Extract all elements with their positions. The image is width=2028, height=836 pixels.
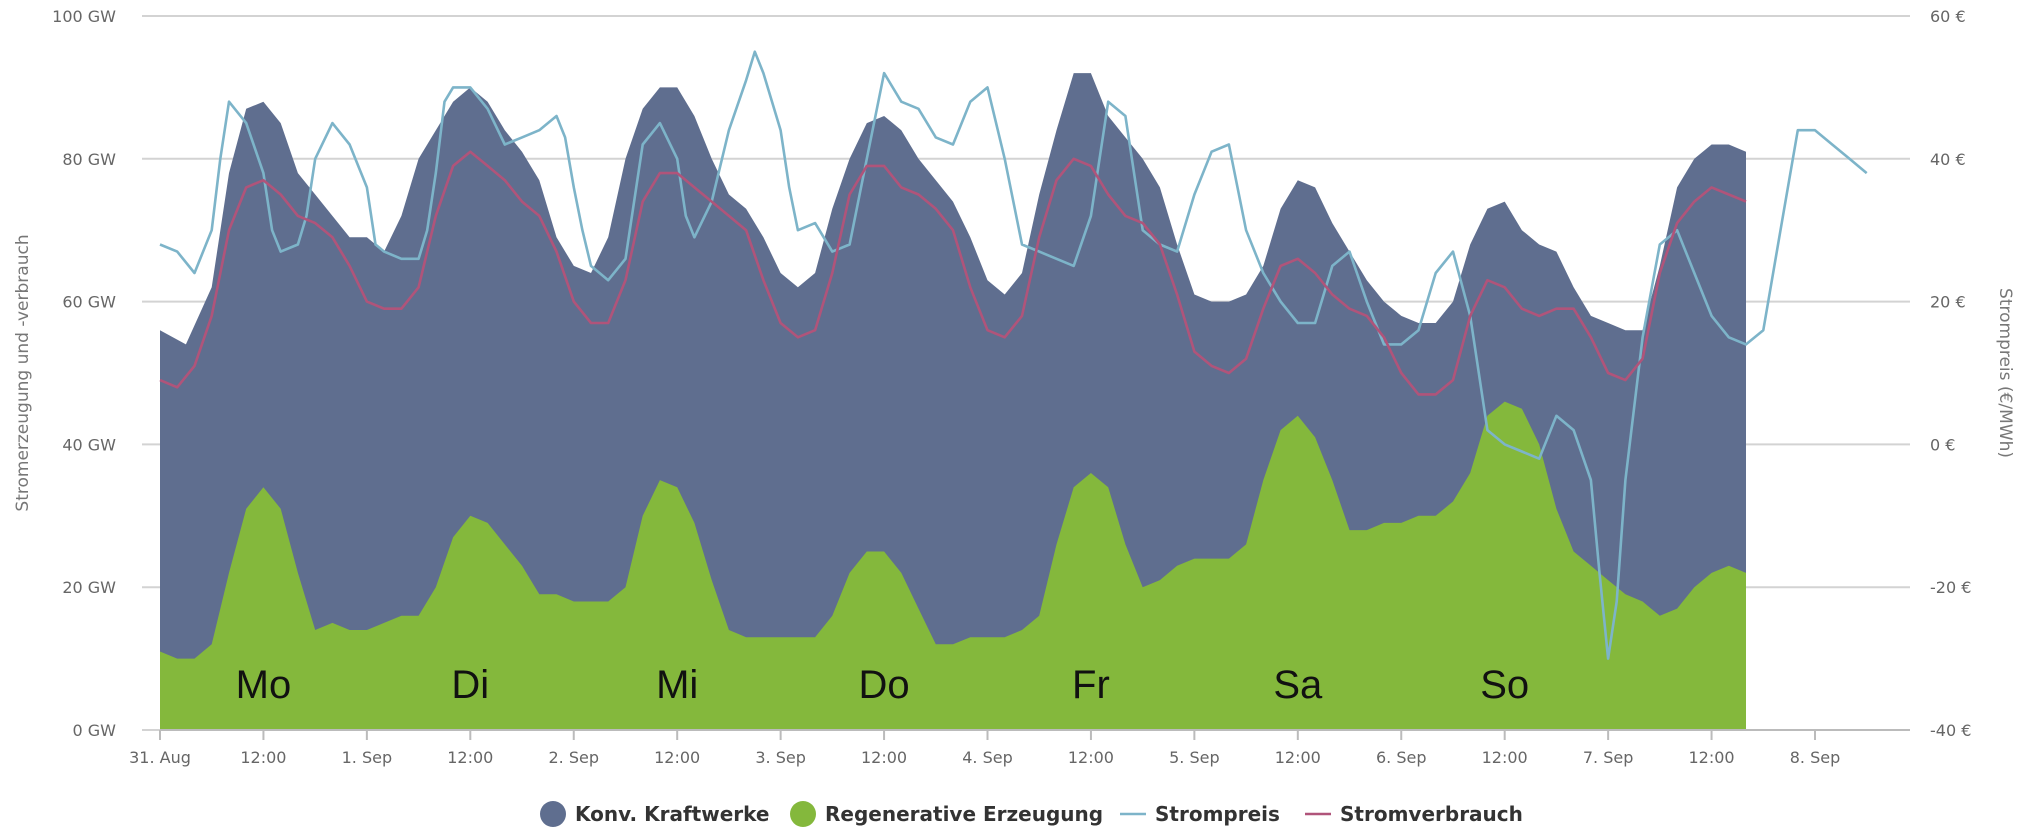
y-right-tick-label: 60 € [1930,7,1966,26]
legend[interactable]: Konv. Kraftwerke Regenerative Erzeugung St… [540,801,1523,827]
legend-item-strompreis[interactable]: Strompreis [1120,802,1280,826]
x-tick-label: 2. Sep [548,748,599,767]
y-right-tick-label: -20 € [1930,578,1971,597]
axes: 0 GW 20 GW 40 GW 60 GW 80 GW 100 GW -40 € -20 €… [13,7,2015,767]
y-right-tick-label: 40 € [1930,150,1966,169]
x-tick-label: 4. Sep [962,748,1013,767]
y-right-tick-label: 0 € [1930,435,1955,454]
x-tick-label: 8. Sep [1790,748,1841,767]
line-stromverbrauch [159,150,1747,396]
x-tick-label: 12:00 [1689,748,1735,767]
y-left-tick-label: 0 GW [73,721,117,740]
x-tick-label: 1. Sep [342,748,393,767]
weekday-label: Do [858,663,909,707]
line-series [159,50,1868,660]
x-tick-label: 5. Sep [1169,748,1220,767]
x-tick-label: 12:00 [447,748,493,767]
weekday-label: Fr [1072,663,1110,707]
area-series [160,73,1746,731]
legend-label: Strompreis [1155,802,1280,826]
weekday-label: Sa [1273,663,1323,707]
legend-item-regenerative-erzeugung[interactable]: Regenerative Erzeugung [790,801,1103,827]
weekday-label: So [1480,663,1529,707]
y-left-tick-label: 100 GW [52,7,116,26]
legend-label: Stromverbrauch [1340,802,1523,826]
y-left-tick-label: 20 GW [62,578,116,597]
weekday-labels: Mo Di Mi Do Fr Sa So [236,663,1530,707]
y-left-tick-label: 80 GW [62,150,116,169]
y-right-tick-label: -40 € [1930,721,1971,740]
x-tick-label: 12:00 [861,748,907,767]
x-tick-label: 12:00 [1482,748,1528,767]
y-left-tick-label: 40 GW [62,435,116,454]
y-right-axis-title: Strompreis (€/MWh) [1995,288,2015,458]
y-left-tick-label: 60 GW [62,293,116,312]
legend-symbol [540,801,566,827]
x-tick-label: 12:00 [240,748,286,767]
x-tick-label: 12:00 [1275,748,1321,767]
legend-item-stromverbrauch[interactable]: Stromverbrauch [1305,802,1523,826]
line-strompreis [159,50,1868,660]
x-tick-label: 3. Sep [755,748,806,767]
weekday-label: Mo [236,663,292,707]
weekday-label: Mi [656,663,698,707]
legend-item-konv-kraftwerke[interactable]: Konv. Kraftwerke [540,801,769,827]
area-regenerative-erzeugung [160,401,1746,730]
x-tick-label: 12:00 [1068,748,1114,767]
x-tick-label: 31. Aug [129,748,191,767]
legend-label: Konv. Kraftwerke [575,802,769,826]
x-tick-label: 7. Sep [1583,748,1634,767]
x-tick-label: 6. Sep [1376,748,1427,767]
legend-symbol [790,801,816,827]
legend-label: Regenerative Erzeugung [825,802,1103,826]
x-tick-label: 12:00 [654,748,700,767]
y-left-axis-title: Stromerzeugung und -verbrauch [13,234,33,511]
weekday-label: Di [451,663,489,707]
y-right-tick-label: 20 € [1930,293,1966,312]
